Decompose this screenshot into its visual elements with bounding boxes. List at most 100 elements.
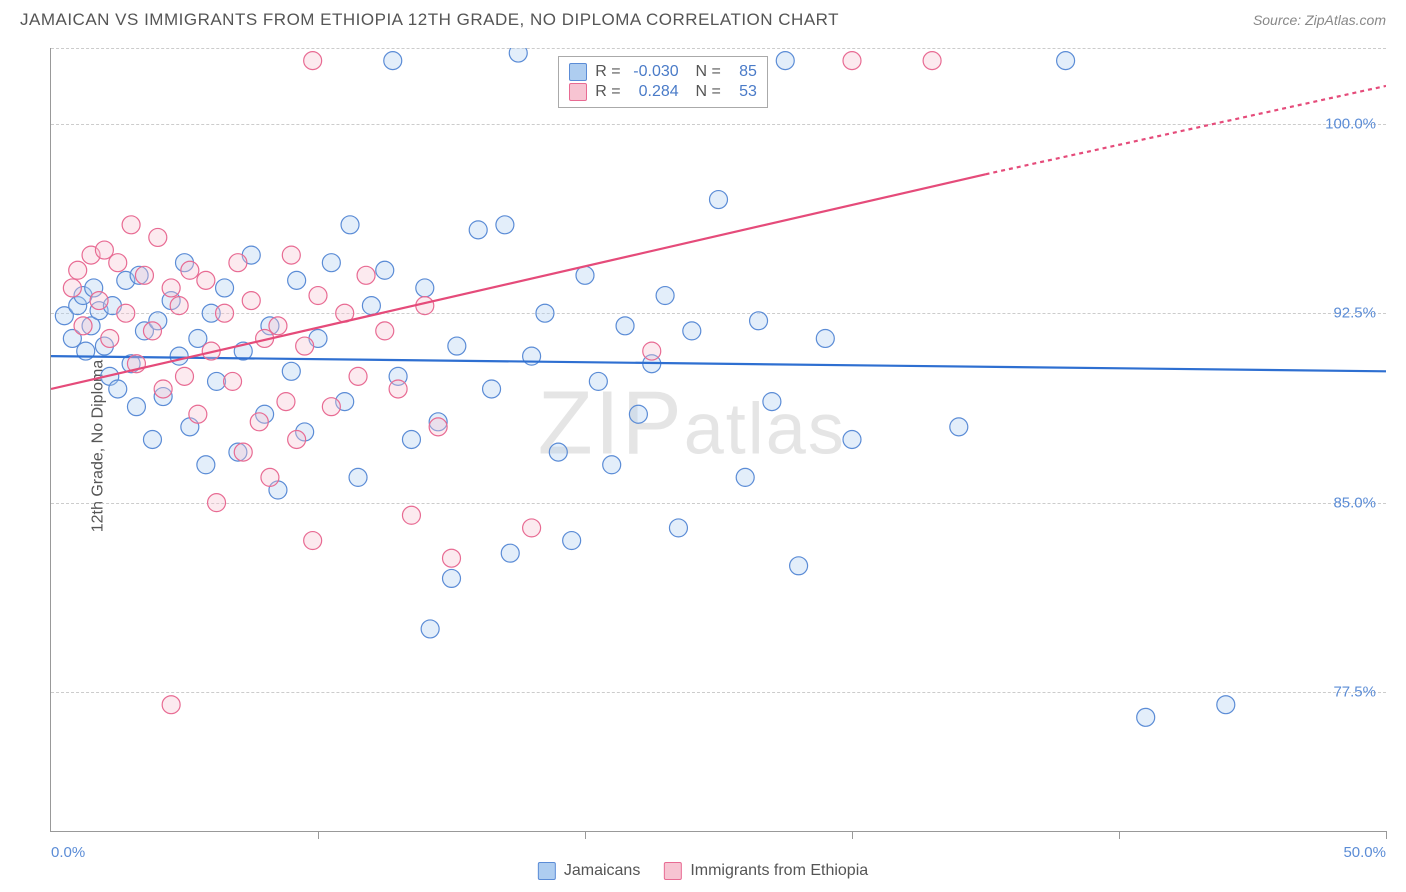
data-point xyxy=(197,456,215,474)
data-point xyxy=(421,620,439,638)
data-point xyxy=(127,398,145,416)
source-attribution: Source: ZipAtlas.com xyxy=(1253,12,1386,28)
data-point xyxy=(362,297,380,315)
data-point xyxy=(216,304,234,322)
data-point xyxy=(1057,52,1075,70)
trend-line-extrapolated xyxy=(986,86,1387,174)
data-point xyxy=(790,557,808,575)
data-point xyxy=(710,191,728,209)
data-point xyxy=(603,456,621,474)
data-point xyxy=(1217,696,1235,714)
data-point xyxy=(843,431,861,449)
data-point xyxy=(416,279,434,297)
correlation-legend: R =-0.030 N =85R =0.284 N =53 xyxy=(558,56,768,108)
data-point xyxy=(616,317,634,335)
series-legend: JamaicansImmigrants from Ethiopia xyxy=(538,862,868,880)
data-point xyxy=(90,292,108,310)
data-point xyxy=(443,549,461,567)
data-point xyxy=(349,367,367,385)
data-point xyxy=(349,468,367,486)
x-axis-max-label: 50.0% xyxy=(1343,844,1386,861)
data-point xyxy=(750,312,768,330)
data-point xyxy=(576,266,594,284)
scatter-plot-svg xyxy=(51,48,1386,831)
legend-row: R =0.284 N =53 xyxy=(569,83,757,101)
data-point xyxy=(376,322,394,340)
data-point xyxy=(816,329,834,347)
data-point xyxy=(74,317,92,335)
data-point xyxy=(170,347,188,365)
x-tick xyxy=(585,831,586,839)
data-point xyxy=(269,317,287,335)
data-point xyxy=(242,292,260,310)
data-point xyxy=(402,506,420,524)
data-point xyxy=(149,228,167,246)
data-point xyxy=(117,304,135,322)
data-point xyxy=(101,329,119,347)
data-point xyxy=(501,544,519,562)
data-point xyxy=(357,266,375,284)
data-point xyxy=(170,297,188,315)
data-point xyxy=(288,271,306,289)
data-point xyxy=(923,52,941,70)
data-point xyxy=(429,418,447,436)
x-tick xyxy=(1386,831,1387,839)
stat-n-value: 53 xyxy=(729,83,757,101)
stat-n-value: 85 xyxy=(729,63,757,81)
data-point xyxy=(483,380,501,398)
data-point xyxy=(669,519,687,537)
data-point xyxy=(643,342,661,360)
data-point xyxy=(304,532,322,550)
data-point xyxy=(309,287,327,305)
data-point xyxy=(63,279,81,297)
data-point xyxy=(341,216,359,234)
legend-item: Immigrants from Ethiopia xyxy=(664,862,868,880)
data-point xyxy=(296,337,314,355)
legend-swatch-icon xyxy=(569,83,587,101)
data-point xyxy=(443,569,461,587)
data-point xyxy=(162,279,180,297)
data-point xyxy=(181,261,199,279)
data-point xyxy=(189,405,207,423)
x-axis-min-label: 0.0% xyxy=(51,844,85,861)
x-tick xyxy=(1119,831,1120,839)
data-point xyxy=(143,322,161,340)
legend-label: Immigrants from Ethiopia xyxy=(690,862,868,880)
data-point xyxy=(763,393,781,411)
data-point xyxy=(563,532,581,550)
trend-line xyxy=(51,356,1386,371)
data-point xyxy=(122,216,140,234)
data-point xyxy=(109,380,127,398)
data-point xyxy=(282,246,300,264)
data-point xyxy=(208,372,226,390)
data-point xyxy=(224,372,242,390)
data-point xyxy=(402,431,420,449)
data-point xyxy=(656,287,674,305)
legend-swatch-icon xyxy=(538,862,556,880)
data-point xyxy=(69,261,87,279)
data-point xyxy=(523,519,541,537)
data-point xyxy=(304,52,322,70)
data-point xyxy=(229,254,247,272)
data-point xyxy=(288,431,306,449)
data-point xyxy=(376,261,394,279)
data-point xyxy=(683,322,701,340)
data-point xyxy=(384,52,402,70)
data-point xyxy=(389,380,407,398)
data-point xyxy=(776,52,794,70)
chart-container: ZIPatlas R =-0.030 N =85R =0.284 N =53 0… xyxy=(50,48,1386,832)
data-point xyxy=(509,48,527,62)
data-point xyxy=(589,372,607,390)
data-point xyxy=(208,494,226,512)
legend-swatch-icon xyxy=(664,862,682,880)
data-point xyxy=(1137,708,1155,726)
data-point xyxy=(629,405,647,423)
stat-n-label: N = xyxy=(687,83,721,101)
stat-r-label: R = xyxy=(595,83,620,101)
plot-area: ZIPatlas R =-0.030 N =85R =0.284 N =53 0… xyxy=(50,48,1386,832)
stat-r-value: -0.030 xyxy=(629,63,679,81)
data-point xyxy=(162,696,180,714)
data-point xyxy=(322,254,340,272)
trend-line xyxy=(51,174,986,389)
data-point xyxy=(843,52,861,70)
